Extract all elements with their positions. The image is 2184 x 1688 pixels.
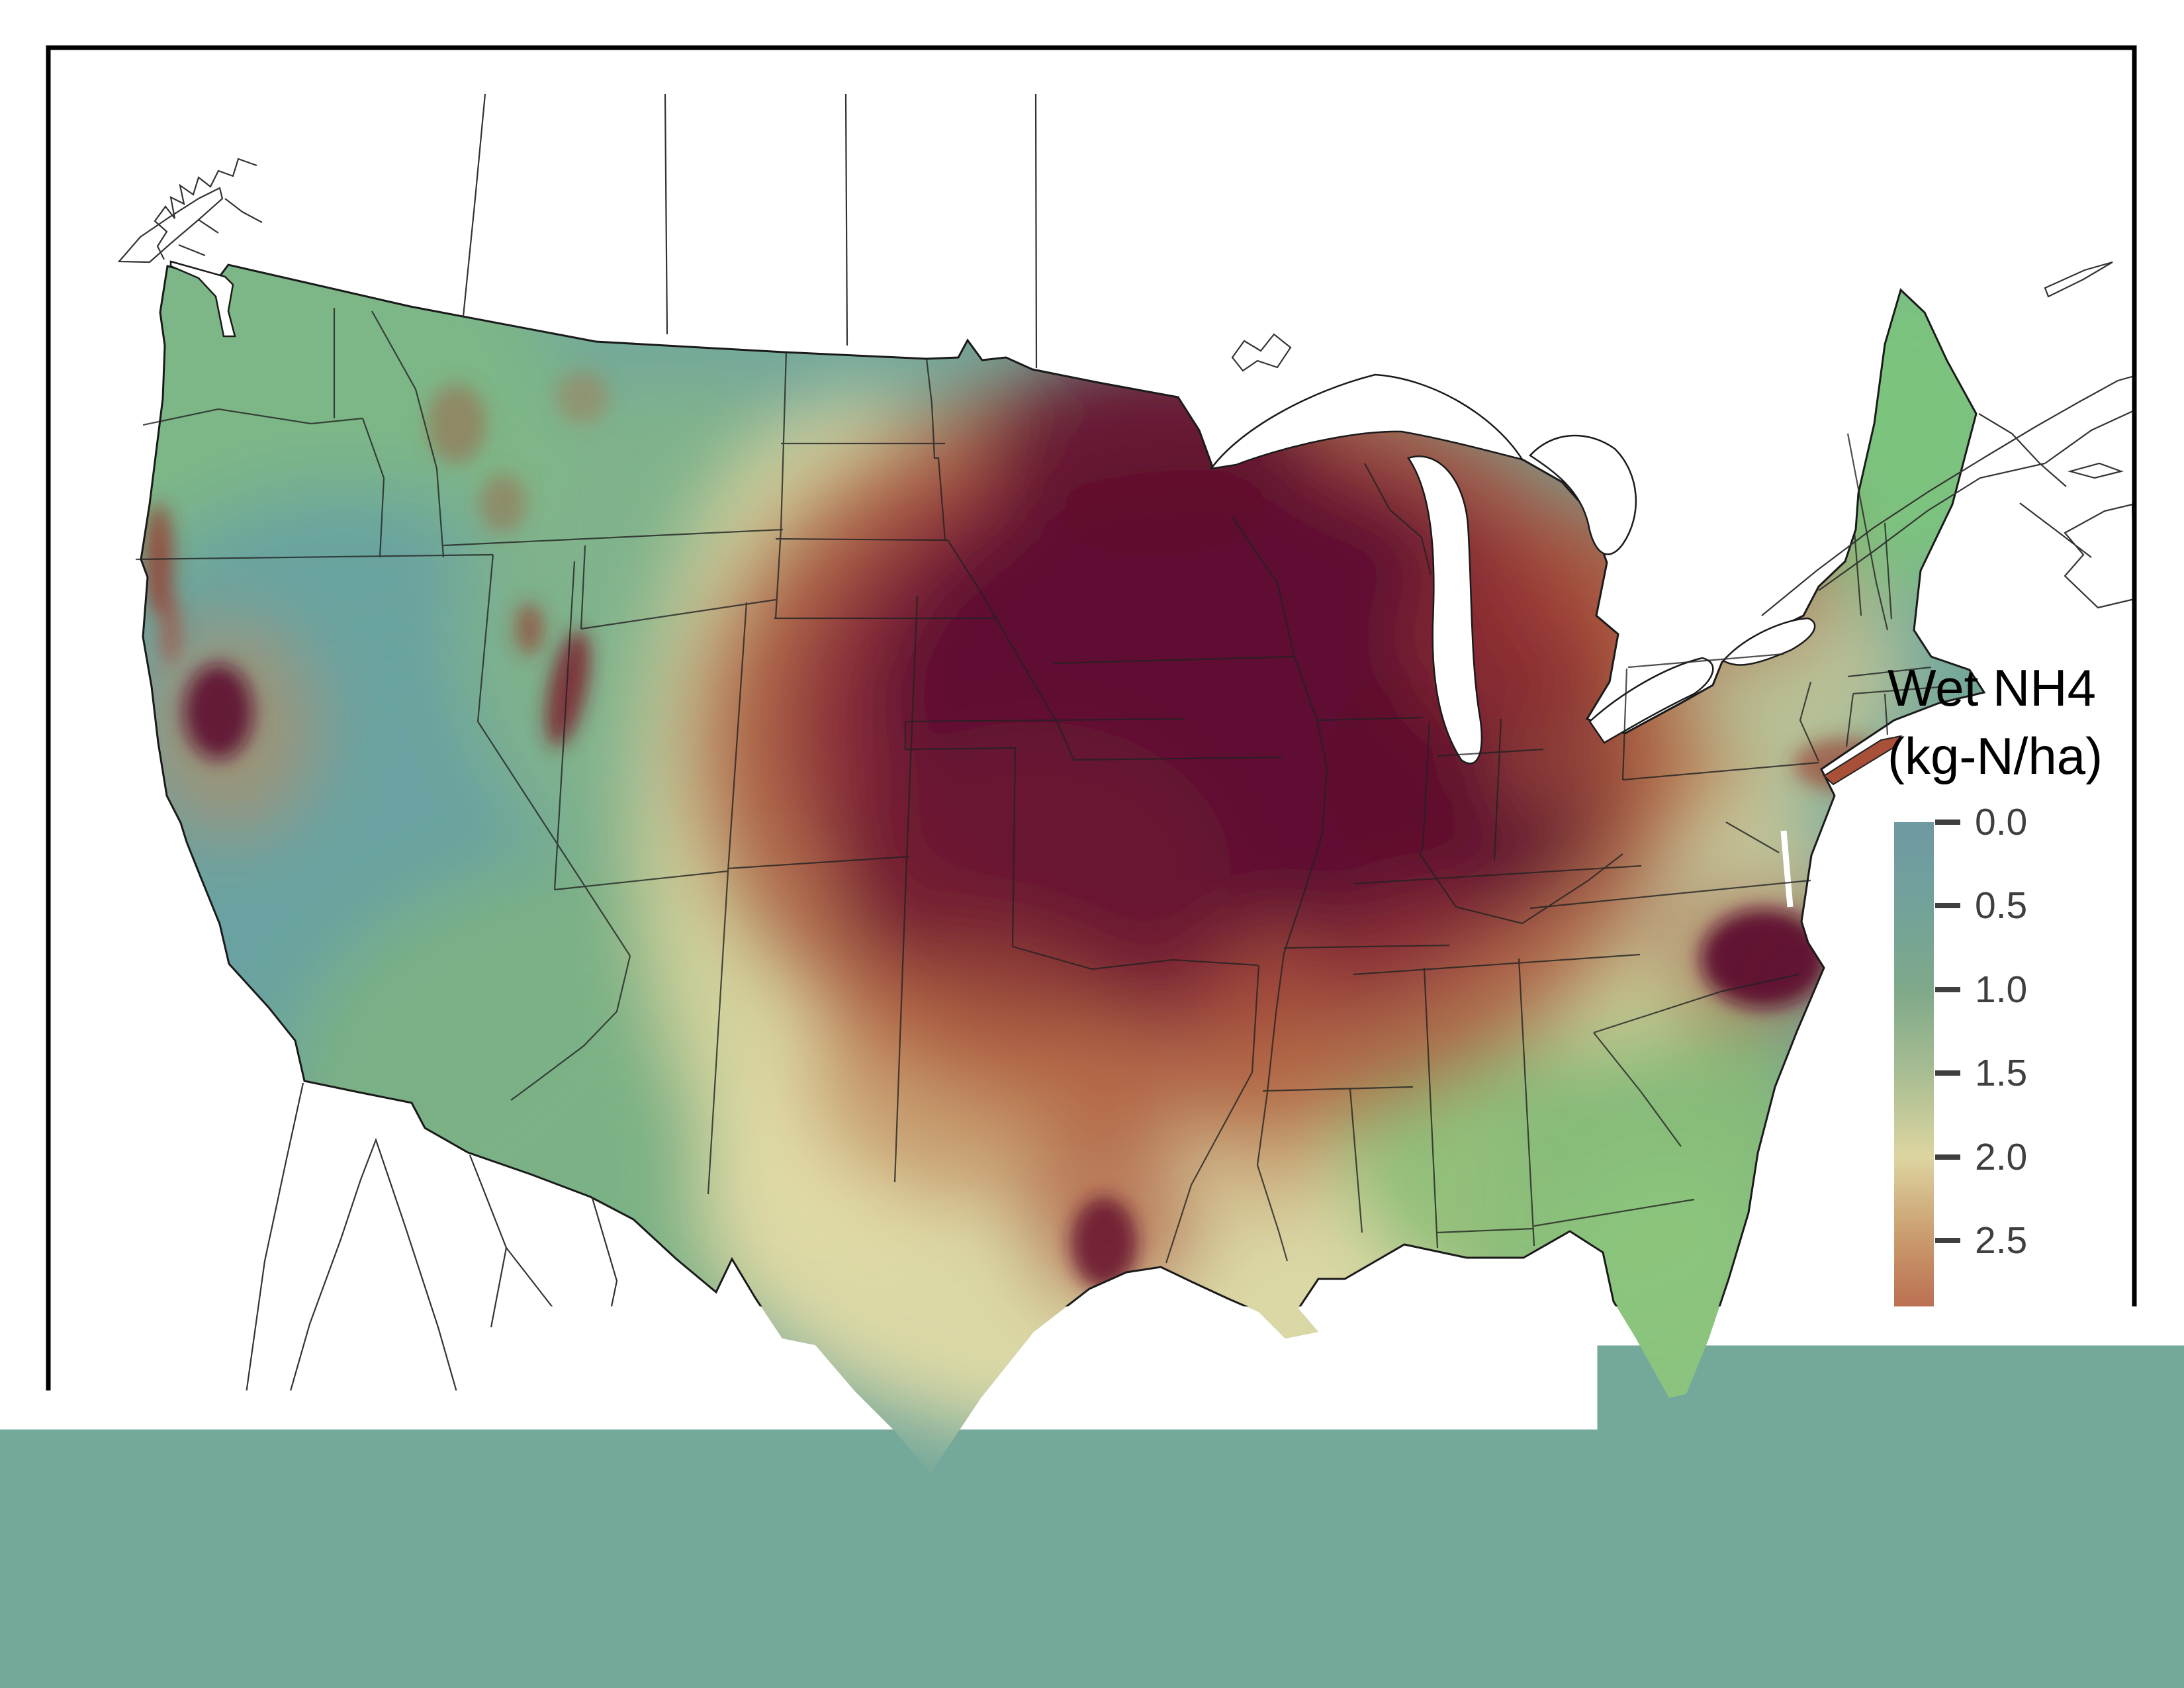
mexico-state-line-3 [831, 1393, 857, 1592]
tick-mark [1935, 1154, 1960, 1160]
legend-title: Wet NH4 (kg-N/ha) [1888, 654, 2165, 790]
tick-mark [1935, 903, 1960, 908]
plot-annotation: Wet deposition of ammonium 1618 [1149, 1521, 2052, 1566]
mexico-state-line-2 [703, 1340, 784, 1497]
tick-label: 2.5 [1975, 1219, 2027, 1262]
legend-title-line2: (kg-N/ha) [1888, 722, 2165, 790]
figure-canvas: Wet NH4 (kg-N/ha) 0.0 0.5 1.0 1.5 2.0 2.5 3.0 3… [0, 0, 2184, 1688]
tick-label: 3.0 [1975, 1302, 2027, 1346]
tick-mark [1935, 1489, 1960, 1494]
tick-label: >4.0 [1975, 1470, 2050, 1513]
lake-of-the-woods [1232, 334, 1291, 371]
baja-outer-coast [226, 1083, 303, 1634]
bc-inlets [179, 199, 262, 256]
tick-label: 1.5 [1975, 1051, 2027, 1095]
tick-label: 0.5 [1975, 884, 2027, 927]
gulf-of-california [242, 1140, 502, 1634]
agency-datestamp: USEPA 11/04/23 [1704, 1589, 2052, 1631]
tick-mark [1935, 1405, 1960, 1411]
bay-of-fundy [2020, 503, 2091, 557]
province-border-bc-ab [463, 94, 485, 316]
tick-mark [1935, 1070, 1960, 1076]
tick-label: 2.0 [1975, 1135, 2027, 1179]
legend-colorbar [1894, 822, 1934, 1491]
tick-label: 0.0 [1975, 800, 2027, 844]
mexico-state-line-5 [506, 1248, 599, 1367]
prince-edward-island [2070, 463, 2121, 478]
province-border-sk-mb [846, 94, 847, 346]
tick-mark [1935, 1321, 1960, 1327]
tick-label: 3.5 [1975, 1386, 2027, 1430]
province-border-ab-sk [665, 94, 667, 334]
legend-title-line1: Wet NH4 [1888, 654, 2165, 722]
tick-mark [1935, 1238, 1960, 1243]
deposition-color-field [0, 0, 2184, 1688]
source-note: Source: v2023.01, data: CASTNET/CMAQ/NAD… [91, 1589, 1085, 1631]
mexico-state-line-4 [470, 1155, 506, 1327]
us-deposition-map [0, 0, 2184, 1688]
tick-mark [1935, 987, 1960, 992]
anticosti-island [2045, 262, 2113, 297]
nova-scotia [2065, 504, 2134, 608]
gaspe-peninsula [2045, 376, 2134, 463]
tick-label: 1.0 [1975, 968, 2027, 1011]
tick-mark [1935, 820, 1960, 825]
legend-ticks: 0.0 0.5 1.0 1.5 2.0 2.5 3.0 3.5 >4.0 [1934, 822, 2106, 1491]
